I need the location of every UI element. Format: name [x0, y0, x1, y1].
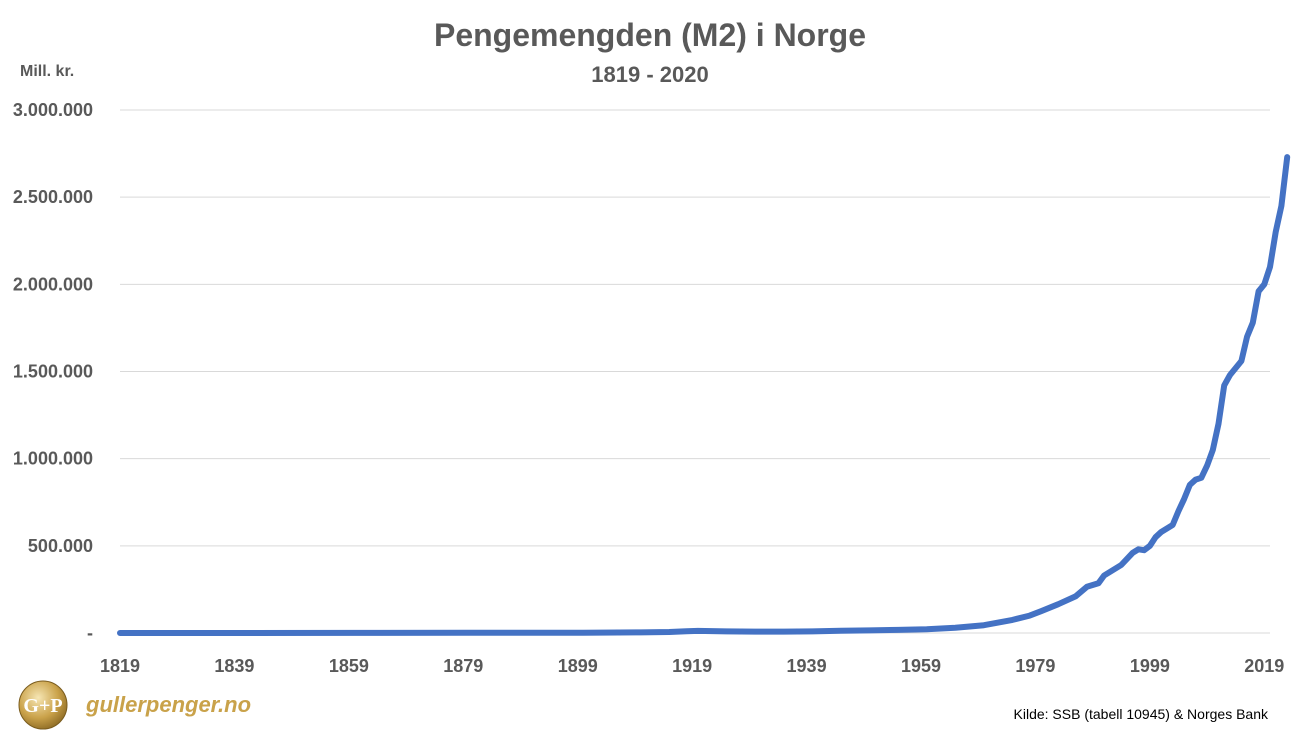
source-note: Kilde: SSB (tabell 10945) & Norges Bank [1014, 706, 1269, 722]
y-tick-label: 500.000 [28, 536, 93, 556]
brand-logo: G+P [18, 680, 68, 730]
x-tick-label: 1879 [443, 656, 483, 676]
y-tick-label: 1.500.000 [13, 362, 93, 382]
x-tick-label: 1899 [558, 656, 598, 676]
logo-coin-icon [18, 680, 68, 730]
y-tick-label: 3.000.000 [13, 100, 93, 120]
logo-mark: G+P [23, 695, 62, 717]
x-tick-label: 1979 [1015, 656, 1055, 676]
x-tick-label: 1819 [100, 656, 140, 676]
y-tick-label: 1.000.000 [13, 449, 93, 469]
chart-subtitle: 1819 - 2020 [591, 62, 708, 87]
x-tick-label: 1939 [787, 656, 827, 676]
x-tick-label: 1999 [1130, 656, 1170, 676]
gridlines [120, 109, 1270, 634]
x-tick-label: 2019 [1244, 656, 1284, 676]
series-layer [117, 154, 1291, 636]
x-tick-labels: 1819 1839 1859 1879 1899 1919 1939 1959 1979 1999… [100, 656, 1284, 676]
y-tick-label: - [87, 623, 93, 643]
x-tick-label: 1839 [214, 656, 254, 676]
chart-title: Pengemengden (M2) i Norge [434, 17, 866, 53]
y-tick-label: 2.000.000 [13, 274, 93, 294]
series-line-0 [117, 154, 1291, 636]
y-tick-label: 2.500.000 [13, 187, 93, 207]
x-tick-label: 1959 [901, 656, 941, 676]
y-axis-unit: Mill. kr. [20, 63, 74, 80]
y-tick-labels: - 500.000 1.000.000 1.500.000 2.000.000 2.500… [13, 100, 93, 643]
x-tick-label: 1919 [672, 656, 712, 676]
brand-name: gullerpenger.no [85, 692, 251, 717]
x-tick-label: 1859 [329, 656, 369, 676]
